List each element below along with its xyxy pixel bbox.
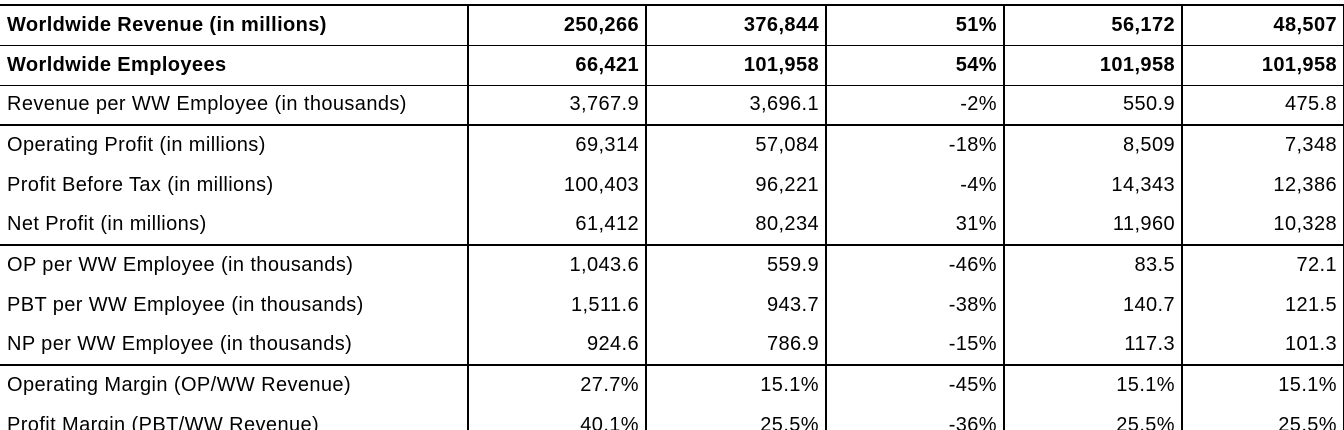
cell-value: 61,412	[467, 205, 647, 245]
cell-value: 54%	[825, 44, 1005, 85]
cell-value: 559.9	[645, 244, 827, 285]
cell-value: 943.7	[645, 285, 827, 325]
cell-value: 475.8	[1181, 84, 1344, 125]
table-row: OP per WW Employee (in thousands) 1,043.6…	[0, 244, 1344, 285]
cell-value: 96,221	[645, 165, 827, 205]
cell-value: 101,958	[645, 44, 827, 85]
cell-value: 3,767.9	[467, 84, 647, 125]
cell-value: -36%	[825, 405, 1005, 430]
cell-value: 14,343	[1003, 165, 1183, 205]
cell-value: 11,960	[1003, 205, 1183, 245]
cell-value: 15.1%	[1003, 364, 1183, 405]
cell-value: 57,084	[645, 124, 827, 165]
table-row: Worldwide Revenue (in millions) 250,266 37…	[0, 4, 1344, 45]
cell-value: 48,507	[1181, 4, 1344, 45]
cell-value: 140.7	[1003, 285, 1183, 325]
table-body: Worldwide Revenue (in millions) 250,266 37…	[0, 4, 1344, 430]
cell-value: 100,403	[467, 165, 647, 205]
row-label: Profit Before Tax (in millions)	[0, 165, 469, 205]
cell-value: 27.7%	[467, 364, 647, 405]
cell-value: -38%	[825, 285, 1005, 325]
cell-value: 117.3	[1003, 325, 1183, 365]
cell-value: -2%	[825, 84, 1005, 125]
cell-value: -46%	[825, 244, 1005, 285]
cell-value: 15.1%	[645, 364, 827, 405]
cell-value: -4%	[825, 165, 1005, 205]
financial-table: Worldwide Revenue (in millions) 250,266 37…	[0, 4, 1344, 430]
cell-value: 12,386	[1181, 165, 1344, 205]
cell-value: 1,043.6	[467, 244, 647, 285]
row-label: Operating Profit (in millions)	[0, 124, 469, 165]
table-row: Revenue per WW Employee (in thousands) 3,…	[0, 84, 1344, 125]
table-row: Operating Margin (OP/WW Revenue) 27.7% 15.…	[0, 364, 1344, 405]
row-label: PBT per WW Employee (in thousands)	[0, 285, 469, 325]
cell-value: 8,509	[1003, 124, 1183, 165]
cell-value: 31%	[825, 205, 1005, 245]
row-label: Net Profit (in millions)	[0, 205, 469, 245]
cell-value: 924.6	[467, 325, 647, 365]
table-row: NP per WW Employee (in thousands) 924.6 78…	[0, 325, 1344, 365]
row-label: Revenue per WW Employee (in thousands)	[0, 84, 469, 125]
cell-value: 1,511.6	[467, 285, 647, 325]
cell-value: 25.5%	[1003, 405, 1183, 430]
cell-value: 10,328	[1181, 205, 1344, 245]
cell-value: 51%	[825, 4, 1005, 45]
row-label: NP per WW Employee (in thousands)	[0, 325, 469, 365]
cell-value: 83.5	[1003, 244, 1183, 285]
cell-value: 250,266	[467, 4, 647, 45]
table-row: Profit Before Tax (in millions) 100,403 96…	[0, 165, 1344, 205]
cell-value: 376,844	[645, 4, 827, 45]
cell-value: 40.1%	[467, 405, 647, 430]
row-label: Profit Margin (PBT/WW Revenue)	[0, 405, 469, 430]
cell-value: 3,696.1	[645, 84, 827, 125]
cell-value: 66,421	[467, 44, 647, 85]
row-label: OP per WW Employee (in thousands)	[0, 244, 469, 285]
table-row: PBT per WW Employee (in thousands) 1,511.…	[0, 285, 1344, 325]
table-row: Worldwide Employees 66,421 101,958 54% 101,9…	[0, 44, 1344, 85]
table-row: Profit Margin (PBT/WW Revenue) 40.1% 25.5%…	[0, 405, 1344, 430]
cell-value: 121.5	[1181, 285, 1344, 325]
cell-value: 550.9	[1003, 84, 1183, 125]
cell-value: 80,234	[645, 205, 827, 245]
cell-value: 101.3	[1181, 325, 1344, 365]
table-row: Operating Profit (in millions) 69,314 57,0…	[0, 124, 1344, 165]
table-row: Net Profit (in millions) 61,412 80,234 31% 1…	[0, 205, 1344, 245]
cell-value: 25.5%	[1181, 405, 1344, 430]
cell-value: 69,314	[467, 124, 647, 165]
cell-value: 72.1	[1181, 244, 1344, 285]
row-label: Worldwide Employees	[0, 44, 469, 85]
cell-value: 786.9	[645, 325, 827, 365]
cell-value: -15%	[825, 325, 1005, 365]
cell-value: 15.1%	[1181, 364, 1344, 405]
cell-value: 25.5%	[645, 405, 827, 430]
cell-value: 101,958	[1003, 44, 1183, 85]
cell-value: 56,172	[1003, 4, 1183, 45]
cell-value: 101,958	[1181, 44, 1344, 85]
row-label: Operating Margin (OP/WW Revenue)	[0, 364, 469, 405]
cell-value: -18%	[825, 124, 1005, 165]
row-label: Worldwide Revenue (in millions)	[0, 4, 469, 45]
cell-value: 7,348	[1181, 124, 1344, 165]
cell-value: -45%	[825, 364, 1005, 405]
